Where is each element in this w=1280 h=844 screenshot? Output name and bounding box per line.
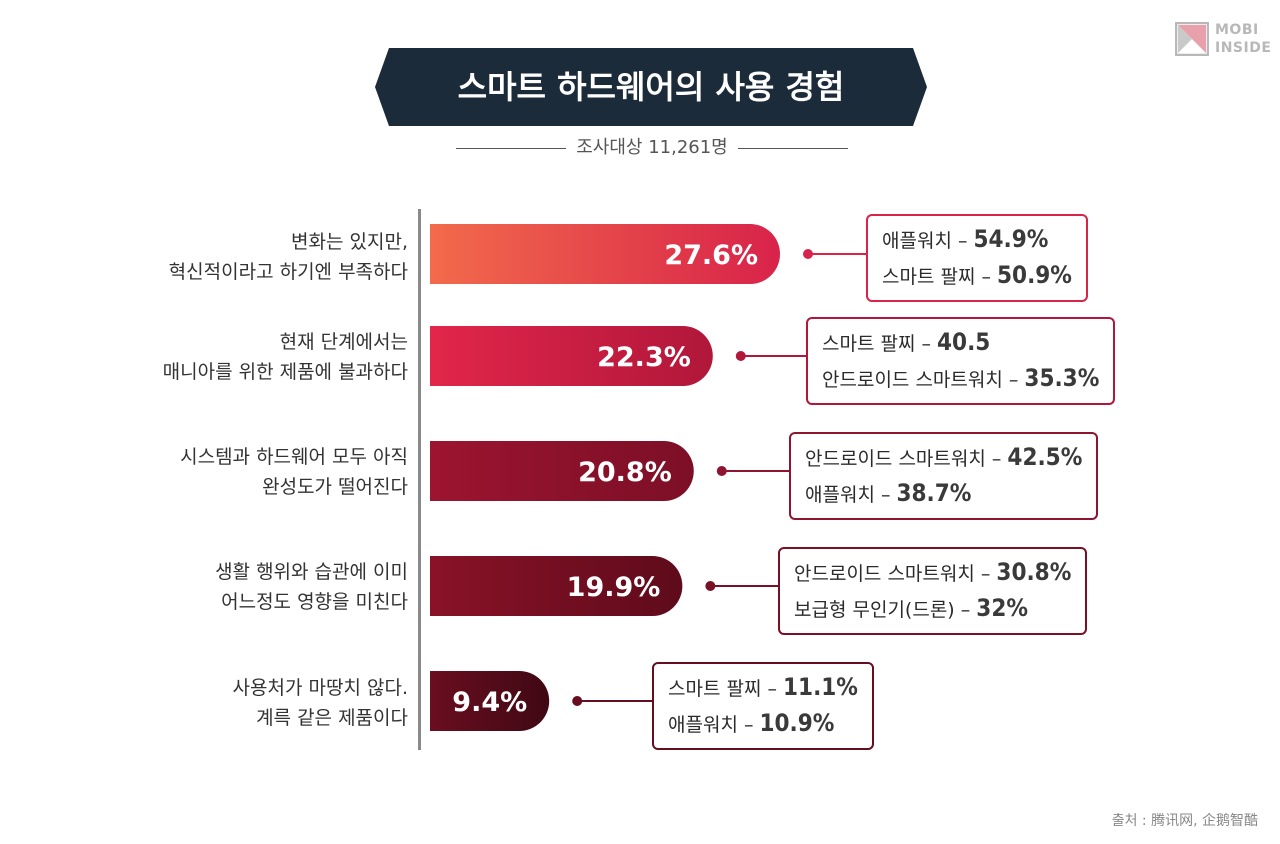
detail-2-item-2-value: 35.3%: [1024, 364, 1100, 392]
detail-box-4: 안드로이드 스마트워치 – 30.8% 보급형 무인기(드론) – 32%: [778, 547, 1088, 635]
subtitle-rule-right: [738, 148, 848, 149]
detail-1-line-1: 애플워치 – 54.9%: [882, 222, 1072, 258]
detail-3-line-1: 안드로이드 스마트워치 – 42.5%: [805, 440, 1082, 476]
category-label-3-line2: 완성도가 떨어진다: [262, 476, 408, 498]
detail-box-1: 애플워치 – 54.9% 스마트 팔찌 – 50.9%: [866, 214, 1088, 302]
category-label-2-line2: 매니아를 위한 제품에 불과하다: [162, 361, 408, 383]
detail-3-item-1-value: 42.5%: [1007, 443, 1083, 471]
detail-box-3: 안드로이드 스마트워치 – 42.5% 애플워치 – 38.7%: [789, 432, 1099, 520]
bar-3: [430, 441, 694, 501]
detail-2-line-2: 안드로이드 스마트워치 – 35.3%: [822, 361, 1099, 397]
detail-5-line-1: 스마트 팔찌 – 11.1%: [668, 670, 858, 706]
category-label-3: 시스템과 하드웨어 모두 아직 완성도가 떨어진다: [88, 442, 408, 502]
detail-4-line-1: 안드로이드 스마트워치 – 30.8%: [794, 555, 1071, 591]
connector-dot-5: [572, 696, 583, 706]
detail-1-item-2-name: 스마트 팔찌 –: [882, 266, 998, 288]
detail-2-item-1-value: 40.5: [937, 328, 991, 356]
detail-3-item-2-value: 38.7%: [896, 479, 972, 507]
bar-5: [430, 671, 550, 731]
detail-5-item-2-value: 10.9%: [759, 709, 835, 737]
category-label-4: 생활 행위와 습관에 이미 어느정도 영향을 미친다: [88, 557, 408, 617]
detail-4-item-1-name: 안드로이드 스마트워치 –: [794, 563, 997, 585]
bar-2: [430, 326, 713, 386]
bar-value-label-1: 27.6%: [664, 240, 758, 271]
category-axis-line: [418, 209, 421, 750]
bar-value-label-4: 19.9%: [567, 572, 661, 603]
category-label-5: 사용처가 마땅치 않다. 계륵 같은 제품이다: [88, 673, 408, 733]
detail-4-line-2: 보급형 무인기(드론) – 32%: [794, 591, 1071, 627]
connector-dot-4: [705, 581, 716, 591]
detail-1-line-2: 스마트 팔찌 – 50.9%: [882, 258, 1072, 294]
detail-box-5: 스마트 팔찌 – 11.1% 애플워치 – 10.9%: [652, 662, 874, 750]
detail-1-item-2-value: 50.9%: [997, 261, 1072, 289]
logo-line1: MOBI: [1215, 22, 1259, 38]
logo-line2: INSIDE: [1215, 40, 1272, 56]
category-label-1-line1: 변화는 있지만,: [291, 231, 408, 253]
category-label-2: 현재 단계에서는 매니아를 위한 제품에 불과하다: [88, 327, 408, 387]
bar-4: [430, 556, 683, 616]
detail-3-item-1-name: 안드로이드 스마트워치 –: [805, 448, 1008, 470]
connector-dot-2: [735, 351, 746, 361]
chart-title: 스마트 하드웨어의 사용 경험: [457, 68, 845, 106]
title-banner: 스마트 하드웨어의 사용 경험: [375, 48, 927, 126]
detail-3-line-2: 애플워치 – 38.7%: [805, 476, 1082, 512]
bar-value-label-2: 22.3%: [597, 342, 691, 373]
mobiinside-logo-mark-icon: [1175, 22, 1209, 56]
bar-1: [430, 224, 780, 284]
detail-2-item-1-name: 스마트 팔찌 –: [822, 333, 938, 355]
connector-dot-3: [716, 466, 727, 476]
detail-4-item-2-value: 32%: [976, 594, 1028, 622]
category-label-5-line1: 사용처가 마땅치 않다.: [232, 677, 408, 699]
detail-5-item-1-value: 11.1%: [783, 673, 858, 701]
subtitle: 조사대상 11,261명: [456, 134, 848, 162]
subtitle-rule-left: [456, 148, 566, 149]
bar-value-label-3: 20.8%: [578, 457, 672, 488]
connector-dot-1: [803, 249, 813, 259]
detail-1-item-1-name: 애플워치 –: [882, 230, 974, 252]
detail-1-item-1-value: 54.9%: [973, 225, 1049, 253]
detail-2-line-1: 스마트 팔찌 – 40.5: [822, 325, 1099, 361]
detail-5-line-2: 애플워치 – 10.9%: [668, 706, 858, 742]
bar-value-label-5: 9.4%: [452, 687, 527, 718]
category-label-3-line1: 시스템과 하드웨어 모두 아직: [180, 446, 408, 468]
category-label-5-line2: 계륵 같은 제품이다: [256, 707, 408, 729]
category-label-4-line2: 어느정도 영향을 미친다: [221, 591, 408, 613]
detail-2-item-2-name: 안드로이드 스마트워치 –: [822, 369, 1025, 391]
category-label-1-line2: 혁신적이라고 하기엔 부족하다: [168, 261, 408, 283]
subtitle-text: 조사대상 11,261명: [576, 137, 728, 158]
category-label-1: 변화는 있지만, 혁신적이라고 하기엔 부족하다: [88, 227, 408, 287]
detail-4-item-2-name: 보급형 무인기(드론) –: [794, 599, 977, 621]
logo-text: MOBI INSIDE: [1215, 21, 1271, 57]
mobiinside-logo: MOBI INSIDE: [1175, 20, 1271, 58]
category-label-4-line1: 생활 행위와 습관에 이미: [215, 561, 408, 583]
category-label-2-line1: 현재 단계에서는: [279, 331, 408, 353]
detail-box-2: 스마트 팔찌 – 40.5 안드로이드 스마트워치 – 35.3%: [806, 317, 1116, 405]
detail-5-item-2-name: 애플워치 –: [668, 714, 760, 736]
title-banner-shape: [375, 48, 927, 126]
detail-4-item-1-value: 30.8%: [996, 558, 1072, 586]
detail-3-item-2-name: 애플워치 –: [805, 484, 897, 506]
source-note: 출처 : 腾讯网, 企鹅智酷: [1111, 813, 1258, 829]
detail-5-item-1-name: 스마트 팔찌 –: [668, 678, 784, 700]
